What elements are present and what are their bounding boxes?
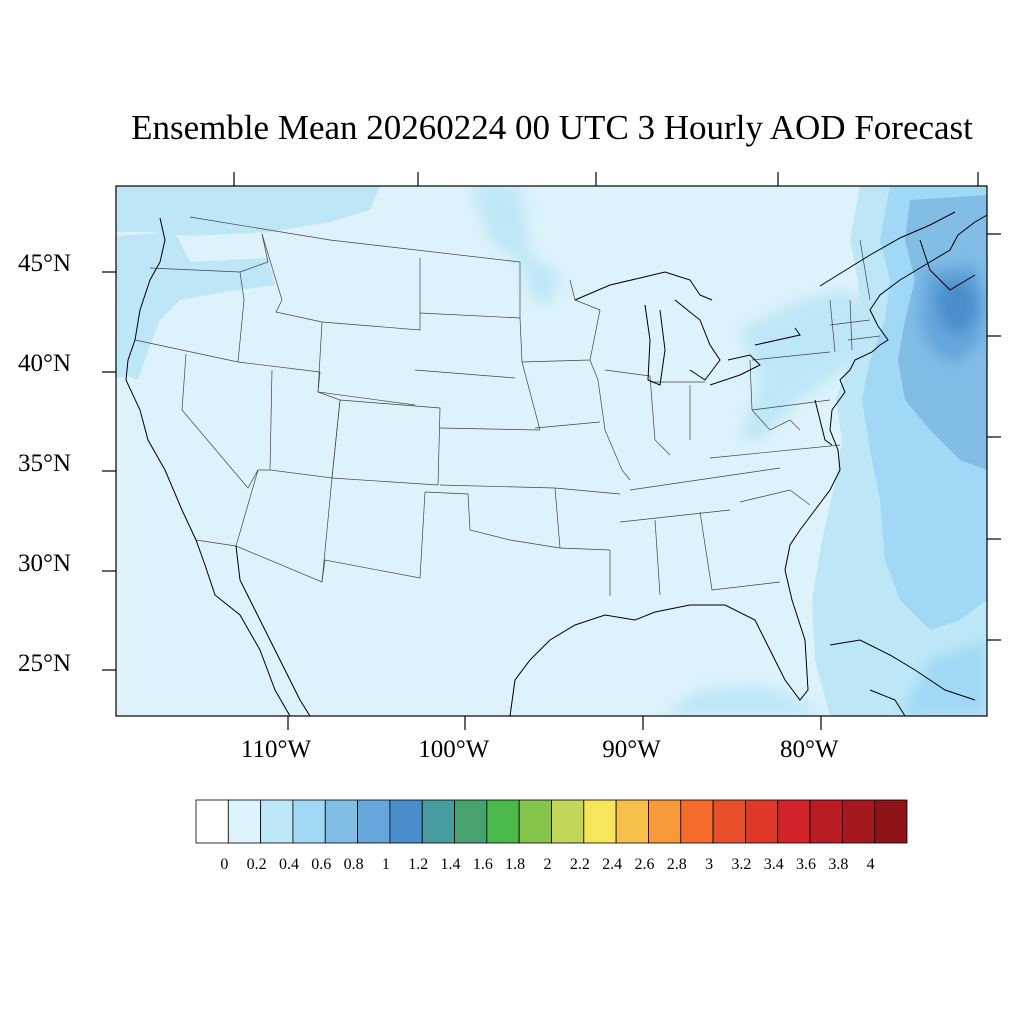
aod-band-gulf <box>660 685 830 716</box>
colorbar-level-label: 2.2 <box>569 856 590 873</box>
colorbar-swatch <box>195 799 229 844</box>
colorbar-swatch <box>324 799 358 844</box>
colorbar-swatch <box>551 799 585 844</box>
colorbar-level-label: 1.6 <box>472 856 493 873</box>
colorbar-swatch <box>227 799 262 844</box>
plot-frame <box>115 185 988 717</box>
colorbar-level-label: 1.2 <box>408 856 429 873</box>
lat-tick-label: 25°N <box>18 650 72 677</box>
lon-tick-label: 80°W <box>779 736 839 763</box>
colorbar-swatch <box>615 799 649 844</box>
colorbar-swatch <box>809 799 843 844</box>
colorbar-swatch <box>745 799 779 844</box>
colorbar-level-label: 2.4 <box>602 856 623 873</box>
colorbar-swatch <box>680 799 714 844</box>
aod-contours <box>116 186 987 716</box>
colorbar-swatch <box>648 799 682 844</box>
colorbar-swatch <box>454 799 488 844</box>
colorbar-swatch <box>260 799 294 844</box>
colorbar-level-label: 1.8 <box>505 856 526 873</box>
aod-band-north-pnw <box>116 186 380 236</box>
aod-band-atlantic-peak <box>936 280 978 335</box>
colorbar <box>195 799 908 844</box>
colorbar-level-label: 0.8 <box>343 856 364 873</box>
aod-band-north-plains <box>470 186 560 305</box>
colorbar-level-label: 0.2 <box>246 856 267 873</box>
colorbar-level-label: 3 <box>705 856 714 873</box>
colorbar-level-label: 2.8 <box>666 856 687 873</box>
tick-marks <box>102 172 1001 730</box>
colorbar-level-label: 0 <box>220 856 229 873</box>
colorbar-level-label: 4 <box>866 856 875 873</box>
colorbar-swatch <box>583 799 617 844</box>
lat-tick-label: 40°N <box>18 350 72 377</box>
colorbar-swatch <box>874 799 908 844</box>
colorbar-level-label: 3.8 <box>828 856 849 873</box>
colorbar-level-label: 0.6 <box>311 856 332 873</box>
lon-tick-label: 90°W <box>602 736 661 763</box>
colorbar-level-label: 3.2 <box>731 856 752 873</box>
colorbar-level-label: 2 <box>543 856 552 873</box>
colorbar-swatch <box>518 799 552 844</box>
colorbar-level-label: 1.4 <box>440 856 461 873</box>
lon-tick-label: 100°W <box>418 736 490 763</box>
colorbar-swatch <box>357 799 391 844</box>
aod-band-great-lakes <box>740 290 880 440</box>
colorbar-level-label: 1 <box>381 856 390 873</box>
lat-tick-label: 35°N <box>18 450 72 477</box>
colorbar-level-label: 3.6 <box>796 856 817 873</box>
lon-tick-label: 110°W <box>240 736 312 763</box>
colorbar-level-label: 0.4 <box>278 856 299 873</box>
lat-tick-label: 45°N <box>18 250 72 277</box>
lat-tick-label: 30°N <box>18 550 72 577</box>
colorbar-swatch <box>292 799 326 844</box>
colorbar-level-label: 3.4 <box>763 856 784 873</box>
colorbar-swatch <box>486 799 520 844</box>
colorbar-swatch <box>421 799 455 844</box>
state-borders <box>134 216 881 596</box>
colorbar-swatch <box>777 799 811 844</box>
map-title: Ensemble Mean 20260224 00 UTC 3 Hourly A… <box>131 108 973 147</box>
colorbar-level-label: 2.6 <box>634 856 655 873</box>
colorbar-swatch <box>841 799 876 844</box>
colorbar-swatch <box>389 799 423 844</box>
coastlines <box>125 211 987 716</box>
colorbar-swatch <box>712 799 746 844</box>
